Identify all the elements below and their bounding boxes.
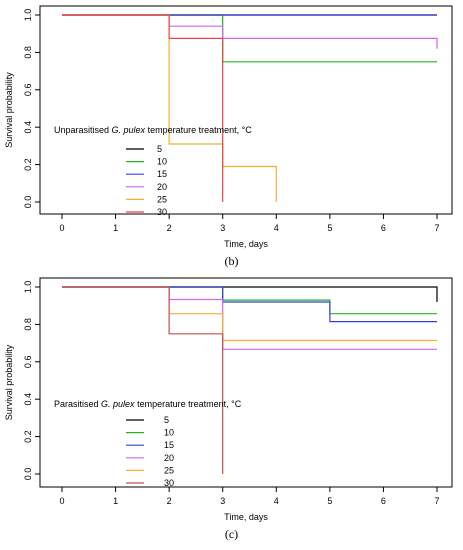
plot-frame (39, 5, 453, 215)
y-tick-label: 0.6 (23, 84, 33, 97)
legend-label-5: 5 (164, 415, 169, 425)
survival-chart-unparasitised: 0 1 2 3 4 5 6 7 Time, days 0.0 0.2 0.4 0.6 0.8 1.0 Surv… (4, 5, 453, 249)
y-tick-label: 0.8 (23, 318, 33, 331)
x-tick-label: 3 (220, 496, 225, 506)
x-tick-label: 6 (381, 496, 386, 506)
x-tick-label: 1 (113, 223, 118, 233)
survival-chart-parasitised: 0 1 2 3 4 5 6 7 Time, days 0.0 0.2 0.4 0.6 0.8 1.0 Surv… (4, 277, 453, 522)
y-tick-label: 0.4 (23, 121, 33, 134)
legend-label-5: 5 (157, 144, 162, 154)
y-tick-label: 1.0 (23, 281, 33, 294)
legend-label-10: 10 (157, 157, 167, 167)
survival-curve-25 (62, 14, 277, 202)
x-tick-label: 6 (381, 223, 386, 233)
y-tick-label: 0.6 (23, 356, 33, 369)
survival-curve-10 (62, 286, 437, 315)
legend-label-15: 15 (164, 440, 174, 450)
y-axis-label: Survival probability (4, 344, 14, 420)
survival-curve-15 (62, 286, 437, 323)
y-axis-label: Survival probability (4, 72, 14, 148)
x-tick-label: 2 (167, 223, 172, 233)
x-axis-label: Time, days (224, 512, 268, 522)
legend-label-30: 30 (164, 478, 174, 488)
y-tick-label: 0.8 (23, 46, 33, 59)
caption-b: (b) (224, 254, 239, 268)
x-tick-label: 1 (113, 496, 118, 506)
survival-curve-20 (62, 14, 438, 49)
legend-label-10: 10 (164, 428, 174, 438)
y-tick-label: 0.2 (23, 430, 33, 443)
plot-frame (39, 277, 453, 488)
survival-curve-30 (62, 286, 224, 474)
y-tick-label: 0.2 (23, 158, 33, 171)
legend-label-30: 30 (157, 207, 167, 217)
legend-label-25: 25 (164, 465, 174, 475)
y-tick-label: 1.0 (23, 9, 33, 22)
x-tick-label: 0 (59, 496, 64, 506)
legend-title: Parasitised G. pulex temperature treatme… (54, 399, 242, 409)
x-tick-label: 4 (274, 496, 279, 506)
y-tick-label: 0.0 (23, 196, 33, 209)
legend-label-20: 20 (157, 182, 167, 192)
legend-label-15: 15 (157, 169, 167, 179)
y-tick-label: 0.0 (23, 468, 33, 481)
x-axis-label: Time, days (224, 239, 268, 249)
survival-curve-30 (62, 14, 224, 202)
x-tick-label: 5 (327, 496, 332, 506)
x-tick-label: 7 (434, 496, 439, 506)
caption-c: (c) (224, 527, 239, 541)
legend-title: Unparasitised G. pulex temperature treat… (54, 125, 252, 135)
x-tick-label: 7 (434, 223, 439, 233)
y-tick-label: 0.4 (23, 393, 33, 406)
legend-label-25: 25 (157, 194, 167, 204)
x-tick-label: 4 (274, 223, 279, 233)
x-tick-label: 3 (220, 223, 225, 233)
x-tick-label: 0 (59, 223, 64, 233)
x-tick-label: 2 (167, 496, 172, 506)
legend-label-20: 20 (164, 453, 174, 463)
x-tick-label: 5 (327, 223, 332, 233)
